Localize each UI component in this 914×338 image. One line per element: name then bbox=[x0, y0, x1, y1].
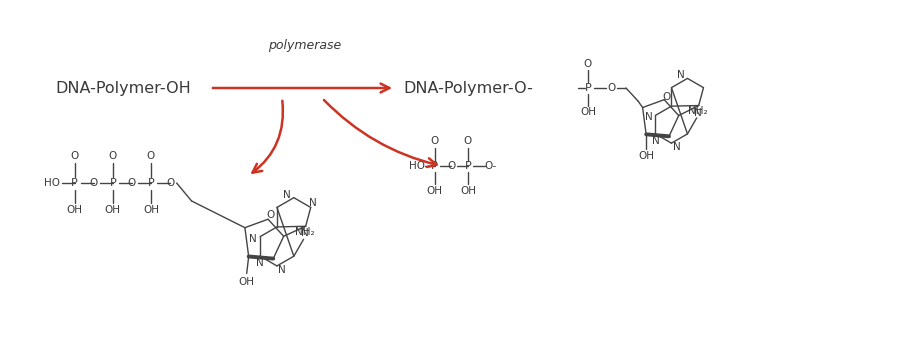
Text: O: O bbox=[430, 136, 439, 146]
Text: O: O bbox=[128, 178, 136, 188]
Text: O: O bbox=[166, 178, 175, 188]
Text: OH: OH bbox=[580, 107, 596, 117]
Text: P: P bbox=[71, 178, 78, 188]
Text: HO: HO bbox=[409, 161, 425, 171]
Text: P: P bbox=[431, 161, 438, 171]
Text: N: N bbox=[301, 228, 309, 238]
Text: O: O bbox=[70, 151, 79, 161]
Text: O: O bbox=[464, 136, 473, 146]
Text: O: O bbox=[447, 161, 455, 171]
Text: DNA-Polymer-O-: DNA-Polymer-O- bbox=[403, 80, 533, 96]
Text: NH₂: NH₂ bbox=[688, 106, 707, 116]
Text: OH: OH bbox=[460, 186, 476, 196]
Text: P: P bbox=[585, 83, 591, 93]
Text: P: P bbox=[148, 178, 154, 188]
Text: N: N bbox=[644, 113, 653, 122]
Text: NH₂: NH₂ bbox=[295, 227, 314, 237]
Text: O: O bbox=[90, 178, 98, 188]
Text: DNA-Polymer-OH: DNA-Polymer-OH bbox=[55, 80, 191, 96]
Text: O: O bbox=[109, 151, 117, 161]
Text: N: N bbox=[652, 136, 659, 146]
Text: O: O bbox=[147, 151, 155, 161]
Text: HO: HO bbox=[44, 178, 60, 188]
Text: O: O bbox=[608, 83, 616, 93]
Text: P: P bbox=[464, 161, 472, 171]
Text: OH: OH bbox=[638, 151, 654, 161]
Text: polymerase: polymerase bbox=[269, 40, 342, 52]
Text: N: N bbox=[694, 107, 702, 118]
Text: OH: OH bbox=[239, 277, 255, 288]
Text: OH: OH bbox=[143, 205, 159, 215]
Text: N: N bbox=[283, 190, 291, 200]
Text: OH: OH bbox=[427, 186, 442, 196]
Text: N: N bbox=[250, 234, 257, 244]
Text: N: N bbox=[673, 142, 680, 152]
Text: O: O bbox=[662, 92, 670, 102]
Text: N: N bbox=[676, 70, 685, 80]
Text: P: P bbox=[110, 178, 116, 188]
Text: N: N bbox=[256, 258, 264, 268]
Text: N: N bbox=[309, 198, 316, 209]
Text: N: N bbox=[278, 265, 286, 275]
Text: OH: OH bbox=[105, 205, 121, 215]
Text: O: O bbox=[266, 210, 274, 220]
Text: OH: OH bbox=[67, 205, 82, 215]
Text: O-: O- bbox=[484, 161, 497, 171]
Text: O: O bbox=[584, 59, 592, 69]
